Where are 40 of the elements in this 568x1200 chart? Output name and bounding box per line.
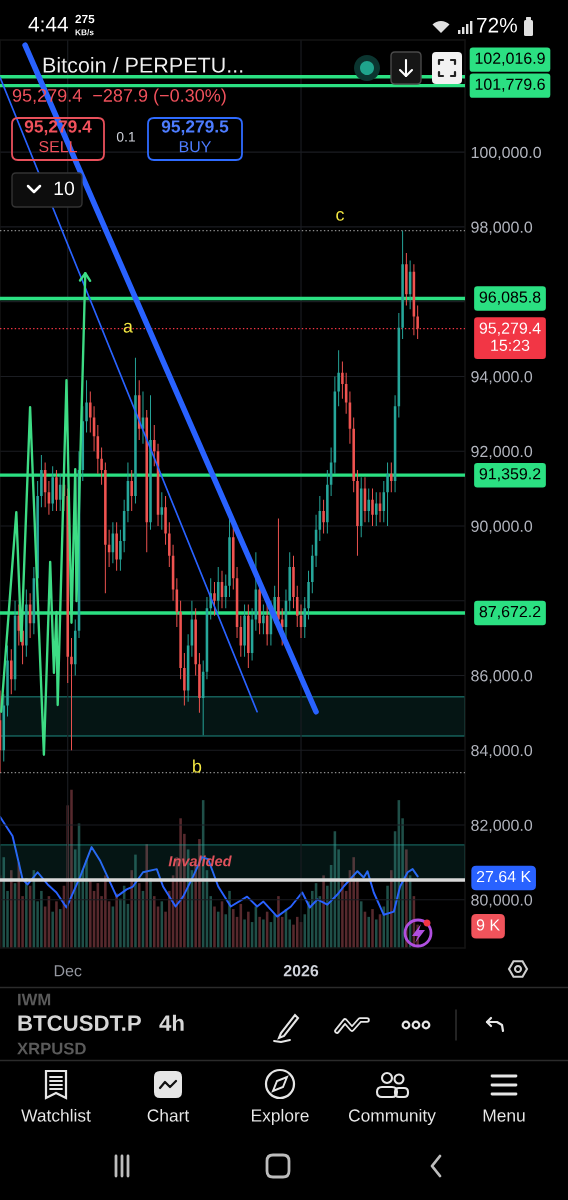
text: Explore	[251, 1108, 309, 1126]
annotation: c	[336, 210, 345, 221]
text: Menu	[483, 1109, 525, 1122]
y-tick-label: 100,000.0	[471, 146, 541, 160]
y-tick-label: 90,000.0	[471, 520, 533, 534]
ref-line-label: 95,279.4 15:23	[479, 322, 541, 351]
x-tick-label: Dec	[54, 965, 82, 977]
text: XRPUSD	[17, 1042, 86, 1055]
annotation: 10	[54, 181, 75, 196]
y-tick-label: 86,000.0	[471, 670, 533, 684]
text: Bitcoin / PERPETU...	[43, 56, 243, 73]
text: 4h	[159, 1014, 184, 1031]
annotation: a	[123, 322, 133, 333]
annotation: 0.1	[116, 131, 135, 142]
ref-line-label: 87,672.2	[479, 605, 541, 620]
x-tick-label: 2026	[283, 965, 319, 977]
text: 275	[75, 14, 95, 24]
y-tick-label: 80,000.0	[471, 894, 533, 908]
text: Chart	[147, 1108, 190, 1122]
text: IWM	[18, 993, 51, 1006]
text: Watchlist	[21, 1108, 91, 1122]
y-tick-label: 84,000.0	[471, 744, 533, 759]
y-tick-label: 82,000.0	[471, 819, 533, 833]
text: BTCUSDT.P	[18, 1015, 141, 1031]
ref-line-label: 91,359.2	[479, 468, 541, 482]
y-tick-label: 94,000.0	[471, 371, 533, 385]
y2-tick-label: 27.64 K	[476, 870, 531, 883]
y-tick-label: 92,000.0	[471, 445, 533, 460]
text: 72%	[477, 17, 517, 33]
ref-line-label: 102,016.9	[475, 52, 545, 66]
text: KB/s	[75, 29, 94, 36]
y2-tick-label: 9 K	[476, 919, 500, 931]
y-tick-label: 98,000.0	[471, 221, 533, 235]
ref-line-label: 101,779.6	[475, 78, 545, 92]
annotation: b	[193, 759, 202, 773]
text: Community	[348, 1108, 436, 1126]
annotation: BUY	[179, 141, 212, 153]
text: 4:44	[28, 17, 68, 32]
ref-line-label: 96,085.8	[479, 291, 541, 305]
annotation: 95,279.5	[161, 120, 229, 136]
